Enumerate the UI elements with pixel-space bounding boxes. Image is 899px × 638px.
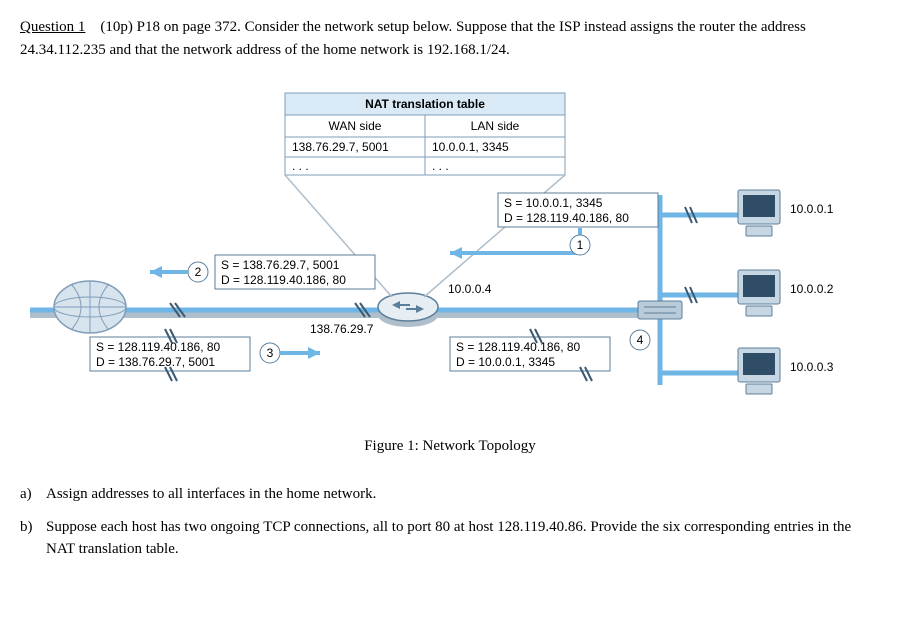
part-a-text: Assign addresses to all interfaces in th… xyxy=(46,483,376,506)
part-b-label: b) xyxy=(20,516,38,561)
question-text: (10p) P18 on page 372. Consider the netw… xyxy=(20,19,806,58)
pc1-icon xyxy=(738,190,780,236)
arrow1-path xyxy=(450,228,580,253)
packet-box-1: S = 10.0.0.1, 3345 D = 128.119.40.186, 8… xyxy=(498,193,658,227)
step2-label: 2 xyxy=(195,265,202,279)
nat-col-lan: LAN side xyxy=(471,119,520,133)
question-label: Question 1 xyxy=(20,19,85,35)
figure.boxes.b2_d: D = 128.119.40.186, 80 xyxy=(221,273,346,287)
packet1-s: S = 10.0.0.1, 3345 xyxy=(504,196,603,210)
arrow3-head-icon xyxy=(308,347,320,359)
router-wan-label: 138.76.29.7 xyxy=(310,322,374,336)
packet3-s: S = 128.119.40.186, 80 xyxy=(96,340,221,354)
packet1-d: D = 128.119.40.186, 80 xyxy=(504,211,629,225)
arrow2-head-icon xyxy=(150,266,162,278)
figure: 10.0.0.1 10.0.0.2 10.0.0.3 138.76.29.7 1… xyxy=(20,85,880,455)
arrow1-head-icon xyxy=(450,247,462,259)
part-b-text: Suppose each host has two ongoing TCP co… xyxy=(46,516,879,561)
packet-box-2: S = 138.76.29.7, 5001 D = 128.119.40.186… xyxy=(215,255,375,289)
pc3-icon xyxy=(738,348,780,394)
step1-label: 1 xyxy=(577,238,584,252)
packet4-s: S = 128.119.40.186, 80 xyxy=(456,340,581,354)
question-parts: a) Assign addresses to all interfaces in… xyxy=(20,483,879,561)
step3-label: 3 xyxy=(267,346,274,360)
part-a-label: a) xyxy=(20,483,38,506)
packet2-s: S = 138.76.29.7, 5001 xyxy=(221,258,340,272)
packet-box-3: S = 128.119.40.186, 80 D = 138.76.29.7, … xyxy=(90,337,250,371)
nat-router-icon xyxy=(378,293,438,327)
pc2-label: 10.0.0.2 xyxy=(790,282,834,296)
nat-row1-wan: 138.76.29.7, 5001 xyxy=(292,140,389,154)
pc3-label: 10.0.0.3 xyxy=(790,360,834,374)
nat-col-wan: WAN side xyxy=(329,119,382,133)
switch-icon xyxy=(638,301,682,319)
internet-icon xyxy=(54,281,126,333)
nat-row2-lan: . . . xyxy=(432,159,449,173)
part-a: a) Assign addresses to all interfaces in… xyxy=(20,483,879,506)
network-topology-svg: 10.0.0.1 10.0.0.2 10.0.0.3 138.76.29.7 1… xyxy=(20,85,880,425)
packet-box-4: S = 128.119.40.186, 80 D = 10.0.0.1, 334… xyxy=(450,337,610,371)
question-header: Question 1 (10p) P18 on page 372. Consid… xyxy=(20,16,879,61)
nat-table-title: NAT translation table xyxy=(365,97,485,111)
nat-row2-wan: . . . xyxy=(292,159,309,173)
step4-label: 4 xyxy=(637,333,644,347)
router-lan-label: 10.0.0.4 xyxy=(448,282,492,296)
nat-row1-lan: 10.0.0.1, 3345 xyxy=(432,140,509,154)
packet4-d: D = 10.0.0.1, 3345 xyxy=(456,355,555,369)
figure-caption: Figure 1: Network Topology xyxy=(20,438,880,455)
pc1-label: 10.0.0.1 xyxy=(790,202,834,216)
pc2-icon xyxy=(738,270,780,316)
part-b: b) Suppose each host has two ongoing TCP… xyxy=(20,516,879,561)
packet3-d: D = 138.76.29.7, 5001 xyxy=(96,355,215,369)
